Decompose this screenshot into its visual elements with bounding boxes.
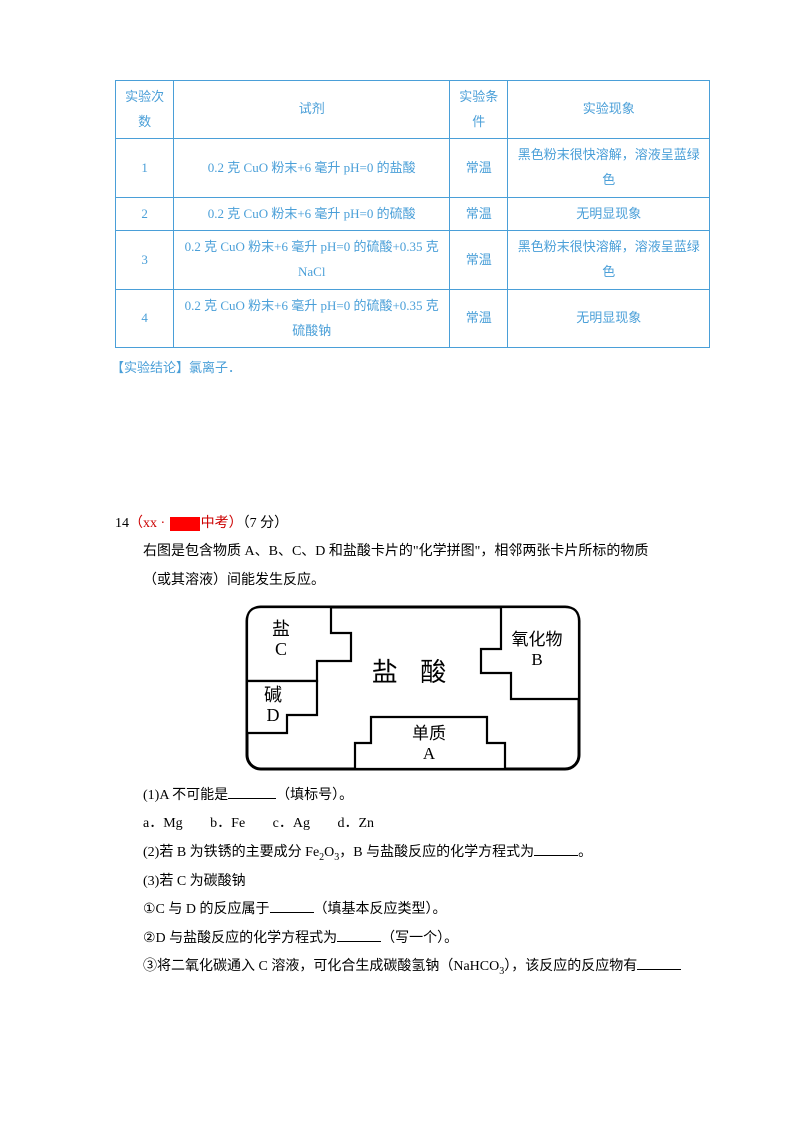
question-14-header: 14（xx · 中考）（7 分） (115, 511, 710, 538)
experiment-table: 实验次数 试剂 实验条件 实验现象 1 0.2 克 CuO 粉末+6 毫升 pH… (115, 80, 710, 348)
col-header-reagent: 试剂 (174, 81, 450, 139)
svg-text:D: D (266, 705, 279, 725)
col-header-phen: 实验现象 (508, 81, 710, 139)
option-d: d．Zn (338, 816, 375, 831)
cell-phen: 无明显现象 (508, 289, 710, 347)
col-header-num: 实验次数 (116, 81, 174, 139)
table-row: 3 0.2 克 CuO 粉末+6 毫升 pH=0 的硫酸+0.35 克 NaCl… (116, 231, 710, 289)
svg-text:A: A (422, 744, 435, 763)
question-14: 14（xx · 中考）（7 分） 右图是包含物质 A、B、C、D 和盐酸卡片的"… (115, 511, 710, 981)
col-header-cond: 实验条件 (450, 81, 508, 139)
blank-fillin (534, 843, 578, 856)
blank-fillin (637, 957, 681, 970)
cell-cond: 常温 (450, 197, 508, 231)
svg-text:C: C (274, 639, 286, 659)
svg-text:碱: 碱 (264, 685, 282, 705)
part-3-3: ③将二氧化碳通入 C 溶液，可化合生成碳酸氢钠（NaHCO3），该反应的反应物有 (115, 954, 710, 981)
part-2: (2)若 B 为铁锈的主要成分 Fe2O3，B 与盐酸反应的化学方程式为。 (115, 840, 710, 867)
cell-phen: 黑色粉末很快溶解，溶液呈蓝绿色 (508, 231, 710, 289)
cell-num: 4 (116, 289, 174, 347)
cell-num: 3 (116, 231, 174, 289)
option-b: b．Fe (210, 816, 245, 831)
redacted-icon (170, 517, 200, 531)
cell-phen: 黑色粉末很快溶解，溶液呈蓝绿色 (508, 139, 710, 197)
cell-num: 1 (116, 139, 174, 197)
cell-phen: 无明显现象 (508, 197, 710, 231)
blank-fillin (337, 929, 381, 942)
cell-reagent: 0.2 克 CuO 粉末+6 毫升 pH=0 的硫酸+0.35 克硫酸钠 (174, 289, 450, 347)
table-row: 4 0.2 克 CuO 粉末+6 毫升 pH=0 的硫酸+0.35 克硫酸钠 常… (116, 289, 710, 347)
svg-text:单质: 单质 (412, 724, 446, 743)
svg-text:氧化物: 氧化物 (511, 630, 562, 649)
svg-text:盐: 盐 (272, 619, 290, 639)
part-3: (3)若 C 为碳酸钠 (115, 869, 710, 896)
intro-line-1: 右图是包含物质 A、B、C、D 和盐酸卡片的"化学拼图"，相邻两张卡片所标的物质 (115, 539, 710, 566)
part-1-options: a．Mg b．Fe c．Ag d．Zn (115, 811, 710, 838)
table-row: 1 0.2 克 CuO 粉末+6 毫升 pH=0 的盐酸 常温 黑色粉末很快溶解… (116, 139, 710, 197)
part-1: (1)A 不可能是（填标号）。 (115, 783, 710, 810)
question-number: 14 (115, 516, 129, 531)
cell-reagent: 0.2 克 CuO 粉末+6 毫升 pH=0 的硫酸 (174, 197, 450, 231)
option-a: a．Mg (143, 816, 183, 831)
cell-num: 2 (116, 197, 174, 231)
svg-text:盐 酸: 盐 酸 (371, 658, 454, 687)
cell-cond: 常温 (450, 139, 508, 197)
svg-text:B: B (531, 650, 542, 669)
cell-reagent: 0.2 克 CuO 粉末+6 毫升 pH=0 的盐酸 (174, 139, 450, 197)
blank-fillin (228, 785, 276, 798)
part-3-2: ②D 与盐酸反应的化学方程式为（写一个）。 (115, 926, 710, 953)
puzzle-figure: 盐 C 碱 D 盐 酸 氧化物 B 单质 A (115, 603, 710, 773)
cell-cond: 常温 (450, 231, 508, 289)
intro-line-2: （或其溶液）间能发生反应。 (115, 568, 710, 595)
puzzle-svg: 盐 C 碱 D 盐 酸 氧化物 B 单质 A (243, 603, 583, 773)
cell-cond: 常温 (450, 289, 508, 347)
source-text: （xx · 中考） (129, 516, 243, 531)
option-c: c．Ag (273, 816, 310, 831)
table-header-row: 实验次数 试剂 实验条件 实验现象 (116, 81, 710, 139)
table-row: 2 0.2 克 CuO 粉末+6 毫升 pH=0 的硫酸 常温 无明显现象 (116, 197, 710, 231)
cell-reagent: 0.2 克 CuO 粉末+6 毫升 pH=0 的硫酸+0.35 克 NaCl (174, 231, 450, 289)
experiment-conclusion: 【实验结论】氯离子． (111, 356, 710, 381)
blank-fillin (270, 900, 314, 913)
points-text: （7 分） (243, 516, 289, 531)
part-3-1: ①C 与 D 的反应属于（填基本反应类型）。 (115, 897, 710, 924)
